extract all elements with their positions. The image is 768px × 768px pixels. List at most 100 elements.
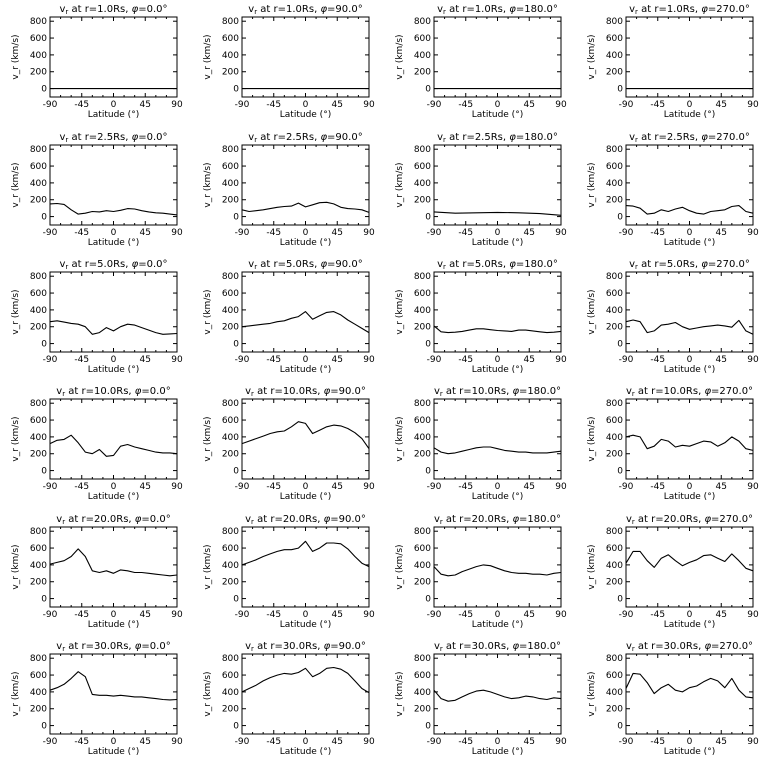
series-line bbox=[433, 325, 562, 334]
x-tick-label: 90 bbox=[171, 228, 183, 238]
x-axis-label: Latitude (°) bbox=[472, 747, 523, 757]
x-tick-label: 0 bbox=[495, 100, 501, 110]
x-tick-label: 45 bbox=[524, 100, 535, 110]
y-tick-label: 200 bbox=[606, 196, 623, 206]
y-tick-label: 400 bbox=[414, 433, 431, 443]
x-tick-label: -90 bbox=[619, 100, 634, 110]
y-tick-label: 800 bbox=[606, 399, 623, 409]
y-tick-label: 400 bbox=[606, 433, 623, 443]
panel-r5.0-phi0.0: vr at r=5.0Rs, φ=0.0° -90 -45 0 45 90 0 200 400 6… bbox=[11, 259, 183, 375]
y-tick-label: 0 bbox=[41, 340, 47, 350]
y-tick-label: 800 bbox=[414, 17, 431, 27]
x-tick-label: 45 bbox=[140, 482, 151, 492]
x-tick-label: -90 bbox=[427, 610, 442, 620]
x-tick-label: 90 bbox=[363, 482, 375, 492]
y-tick-label: 800 bbox=[30, 17, 47, 27]
x-tick-label: 90 bbox=[363, 737, 375, 747]
y-tick-label: 800 bbox=[222, 654, 239, 664]
x-tick-label: 45 bbox=[716, 482, 727, 492]
x-axis-label: Latitude (°) bbox=[664, 620, 715, 630]
x-tick-label: 0 bbox=[111, 228, 117, 238]
x-tick-label: -90 bbox=[43, 228, 58, 238]
x-tick-label: 45 bbox=[524, 737, 535, 747]
x-tick-label: -90 bbox=[619, 228, 634, 238]
panel-title: vr at r=5.0Rs, φ=0.0° bbox=[59, 259, 167, 271]
y-tick-label: 400 bbox=[222, 51, 239, 61]
x-tick-label: -90 bbox=[619, 610, 634, 620]
x-tick-label: 90 bbox=[363, 610, 375, 620]
x-tick-label: 90 bbox=[555, 100, 567, 110]
y-tick-label: 400 bbox=[606, 306, 623, 316]
y-tick-label: 800 bbox=[30, 272, 47, 282]
plot-frame bbox=[49, 398, 178, 480]
x-tick-label: 0 bbox=[111, 482, 117, 492]
y-tick-label: 600 bbox=[414, 544, 431, 554]
series-line bbox=[241, 421, 370, 450]
panel-r10.0-phi180.0: vr at r=10.0Rs, φ=180.0° -90 -45 0 45 90 0 200 4… bbox=[395, 386, 567, 502]
x-tick-label: 45 bbox=[140, 610, 151, 620]
y-axis-label: v_r (km/s) bbox=[587, 289, 597, 334]
x-tick-label: 45 bbox=[140, 737, 151, 747]
y-tick-label: 600 bbox=[30, 544, 47, 554]
series-line bbox=[625, 550, 754, 572]
y-axis-label: v_r (km/s) bbox=[11, 416, 21, 461]
x-tick-label: -90 bbox=[235, 228, 250, 238]
y-tick-label: 600 bbox=[222, 416, 239, 426]
y-tick-label: 0 bbox=[41, 722, 47, 732]
panel-r2.5-phi270.0: vr at r=2.5Rs, φ=270.0° -90 -45 0 45 90 0 200 40… bbox=[587, 132, 759, 248]
y-tick-label: 0 bbox=[233, 340, 239, 350]
x-tick-label: -45 bbox=[74, 228, 89, 238]
panel-title: vr at r=5.0Rs, φ=180.0° bbox=[437, 259, 558, 271]
y-tick-label: 200 bbox=[222, 578, 239, 588]
x-tick-label: -45 bbox=[266, 100, 281, 110]
y-tick-label: 200 bbox=[414, 68, 431, 78]
panel-title: vr at r=2.5Rs, φ=180.0° bbox=[437, 132, 558, 144]
y-tick-label: 400 bbox=[222, 433, 239, 443]
x-tick-label: -90 bbox=[427, 737, 442, 747]
series-line bbox=[433, 211, 562, 216]
y-tick-label: 0 bbox=[425, 85, 431, 95]
x-axis-label: Latitude (°) bbox=[280, 620, 331, 630]
x-tick-label: 0 bbox=[303, 228, 309, 238]
x-tick-label: 45 bbox=[524, 355, 535, 365]
x-tick-label: 45 bbox=[524, 482, 535, 492]
y-tick-label: 200 bbox=[414, 578, 431, 588]
x-tick-label: -45 bbox=[266, 228, 281, 238]
x-tick-label: -90 bbox=[235, 482, 250, 492]
y-tick-label: 800 bbox=[606, 145, 623, 155]
y-tick-label: 800 bbox=[30, 399, 47, 409]
x-tick-label: -45 bbox=[650, 482, 665, 492]
panel-r20.0-phi90.0: vr at r=20.0Rs, φ=90.0° -90 -45 0 45 90 0 200 40… bbox=[203, 514, 375, 630]
x-tick-label: -45 bbox=[458, 355, 473, 365]
x-tick-label: 0 bbox=[303, 737, 309, 747]
y-axis-label: v_r (km/s) bbox=[395, 416, 405, 461]
y-tick-label: 600 bbox=[606, 671, 623, 681]
x-tick-label: 90 bbox=[555, 737, 567, 747]
x-tick-label: 0 bbox=[303, 482, 309, 492]
panel-title: vr at r=20.0Rs, φ=90.0° bbox=[245, 514, 366, 526]
panel-r5.0-phi180.0: vr at r=5.0Rs, φ=180.0° -90 -45 0 45 90 0 200 40… bbox=[395, 259, 567, 375]
x-axis-label: Latitude (°) bbox=[280, 365, 331, 375]
y-tick-label: 600 bbox=[414, 289, 431, 299]
y-tick-label: 200 bbox=[222, 705, 239, 715]
y-tick-label: 0 bbox=[233, 722, 239, 732]
y-tick-label: 400 bbox=[606, 51, 623, 61]
x-axis-label: Latitude (°) bbox=[472, 110, 523, 120]
x-axis-label: Latitude (°) bbox=[664, 110, 715, 120]
panel-r30.0-phi270.0: vr at r=30.0Rs, φ=270.0° -90 -45 0 45 90 0 200 4… bbox=[587, 641, 759, 757]
y-tick-label: 200 bbox=[414, 705, 431, 715]
y-tick-label: 200 bbox=[222, 450, 239, 460]
y-axis-label: v_r (km/s) bbox=[395, 162, 405, 207]
y-axis-label: v_r (km/s) bbox=[11, 289, 21, 334]
x-axis-label: Latitude (°) bbox=[472, 492, 523, 502]
panel-r30.0-phi0.0: vr at r=30.0Rs, φ=0.0° -90 -45 0 45 90 0 200 400… bbox=[11, 641, 183, 757]
x-axis-label: Latitude (°) bbox=[88, 492, 139, 502]
panel-r30.0-phi90.0: vr at r=30.0Rs, φ=90.0° -90 -45 0 45 90 0 200 40… bbox=[203, 641, 375, 757]
y-axis-label: v_r (km/s) bbox=[587, 544, 597, 589]
series-line bbox=[433, 564, 562, 577]
x-tick-label: 45 bbox=[332, 610, 343, 620]
y-tick-label: 0 bbox=[233, 85, 239, 95]
y-axis-label: v_r (km/s) bbox=[587, 671, 597, 716]
y-tick-label: 200 bbox=[606, 578, 623, 588]
y-tick-label: 800 bbox=[222, 272, 239, 282]
